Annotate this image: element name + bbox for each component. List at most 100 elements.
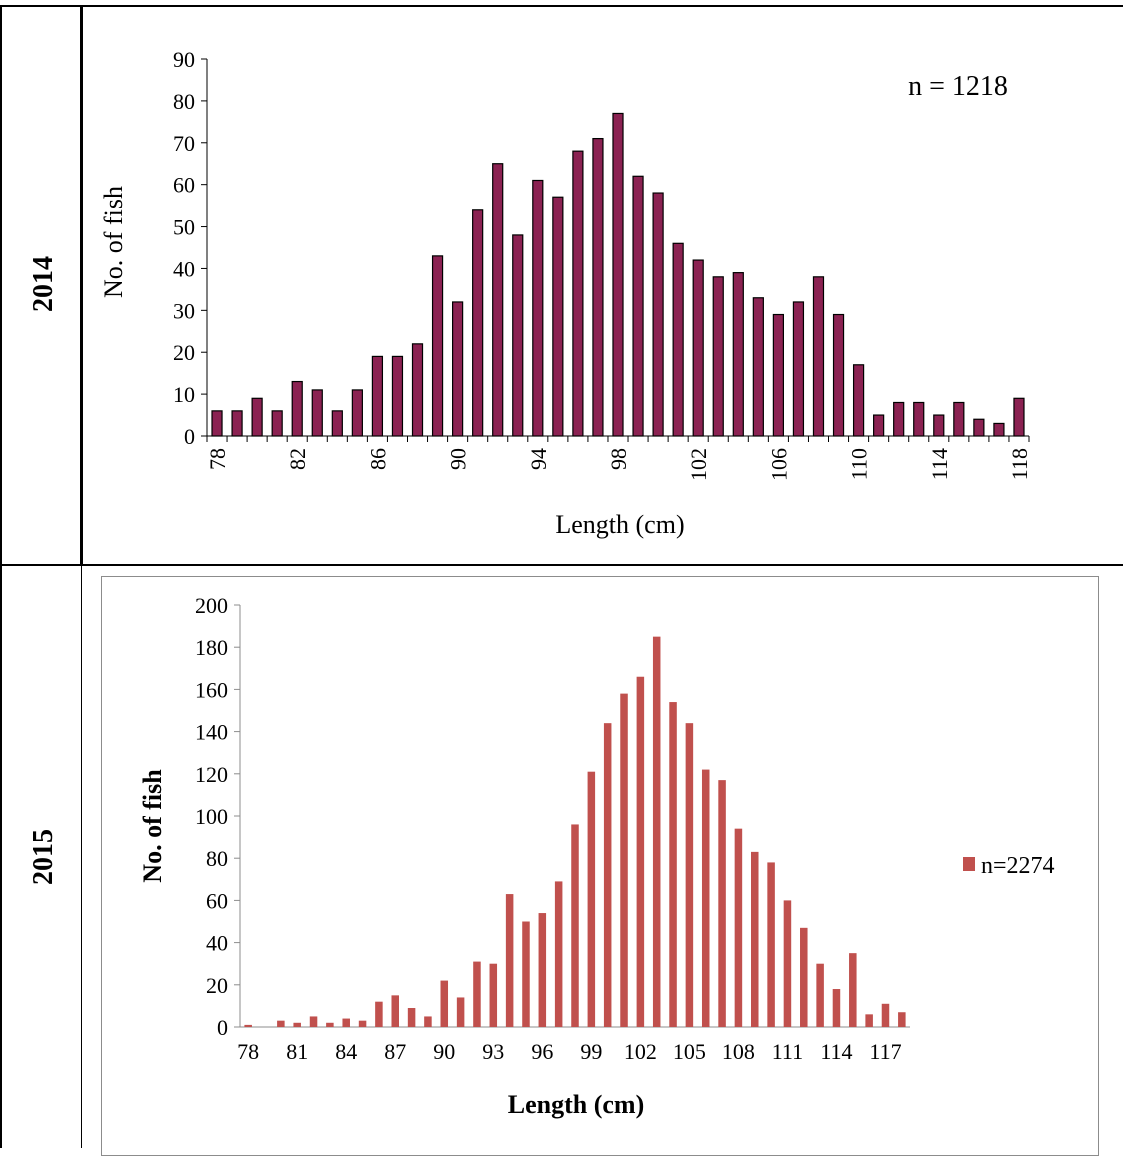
chart-2014-bar (532, 179, 544, 437)
chart-2014-bar (612, 112, 624, 437)
chart-2015-bar (326, 1022, 334, 1027)
chart-2015-x-tick-label: 90 (433, 1039, 455, 1064)
chart-2014-x-tick-label: 102 (686, 448, 711, 481)
chart-2015-x-tick-label: 99 (580, 1039, 602, 1064)
chart-2015-bar (669, 702, 677, 1027)
chart-2014-bar (772, 313, 785, 437)
chart-2015-bar (473, 961, 481, 1027)
chart-2014-bar (512, 234, 524, 437)
chart-2015-x-tick-label: 78 (237, 1039, 259, 1064)
chart-2014-bar (672, 242, 684, 437)
chart-2014-bar (732, 272, 744, 437)
chart-2015-bar (898, 1012, 906, 1027)
chart-2014-bar (913, 401, 925, 437)
chart-2014-x-tick-label: 94 (526, 448, 551, 470)
chart-2015-bar (293, 1022, 301, 1027)
chart-2014-x-tick-label: 90 (446, 448, 471, 470)
chart-2014-y-tick-label: 90 (173, 47, 195, 72)
chart-2014-bar (451, 301, 464, 437)
table-border-left (0, 5, 2, 1148)
table-column-divider-upper (80, 5, 83, 565)
chart-2014-bar (271, 410, 283, 437)
chart-2014-y-tick-label: 0 (184, 424, 195, 449)
chart-2015-y-tick-label: 180 (195, 635, 228, 660)
chart-2015-x-tick-label: 96 (531, 1039, 553, 1064)
chart-2015-bar (603, 723, 612, 1027)
chart-2015-bar (424, 1016, 432, 1027)
chart-2015-y-tick-label: 160 (195, 677, 228, 702)
chart-2015-x-tick-label: 84 (335, 1039, 357, 1064)
chart-2015-x-tick-label: 93 (482, 1039, 504, 1064)
chart-2015-bar (456, 997, 465, 1027)
chart-2014-y-tick-label: 40 (173, 256, 195, 281)
chart-2014-y-tick-label: 60 (173, 173, 195, 198)
chart-2014-bar (692, 259, 704, 437)
chart-2014-y-tick-label: 70 (173, 131, 195, 156)
chart-2015-bar (538, 913, 547, 1027)
chart-2014-bar (411, 343, 424, 437)
chart-2015-bar (685, 723, 694, 1027)
chart-2014-bar (592, 137, 604, 437)
chart-2014-bar (391, 355, 404, 437)
chart-2015-bar (522, 921, 530, 1027)
chart-2015-bar (391, 995, 400, 1027)
chart-2014-bar (351, 389, 363, 437)
chart-2014-x-tick-label: 114 (927, 448, 952, 480)
chart-2015-bar (277, 1020, 285, 1027)
chart-2014-y-axis-title: No. of fish (99, 186, 128, 298)
chart-2015-labels: 0 20 40 60 80 100 120 140 160 180 200 78 81 84 87 90 93 9… (195, 593, 902, 1064)
chart-2014-bar (572, 150, 584, 437)
chart-2014-bar (933, 414, 945, 437)
chart-2014-x-tick-label: 98 (606, 448, 631, 470)
chart-2014-x-axis-title: Length (cm) (555, 510, 684, 539)
chart-2015-bar (750, 851, 759, 1027)
chart-2014-bar (431, 255, 444, 437)
chart-2014-bar (492, 163, 504, 437)
chart-2015-y-tick-label: 120 (195, 762, 228, 787)
chart-2014-bar (1013, 397, 1025, 437)
chart-2015-bar (407, 1008, 416, 1027)
chart-2015-bar (816, 963, 824, 1027)
chart-2015-bar (244, 1024, 252, 1027)
chart-2015-bar (881, 1003, 890, 1027)
chart-2014-y-tick-label: 30 (173, 298, 195, 323)
chart-2014-annotation: n = 1218 (908, 71, 1008, 102)
chart-2015-bar (800, 927, 808, 1027)
chart-2014-labels: 0 10 20 30 40 50 60 70 80 90 78 82 86 90 94 98 102 106 110… (173, 47, 1032, 481)
chart-2015-bar (587, 771, 596, 1027)
chart-2014-bar (231, 410, 243, 437)
chart-2014-bar (251, 397, 263, 437)
chart-2014-bar (472, 209, 484, 437)
chart-2015-bars (244, 636, 906, 1027)
chart-2014-y-tick-label: 80 (173, 89, 195, 114)
chart-2014-x-tick-label: 82 (285, 448, 310, 470)
chart-2015-x-tick-label: 87 (384, 1039, 406, 1064)
chart-2015-bar (652, 636, 661, 1027)
chart-2014-y-tick-label: 20 (173, 340, 195, 365)
chart-2014-bars (211, 112, 1025, 437)
chart-2015-bar (865, 1014, 873, 1027)
chart-2015-x-tick-label: 105 (673, 1039, 706, 1064)
chart-2014-bar (632, 175, 644, 437)
chart-2014-bar (993, 422, 1005, 437)
chart-2015-x-tick-label: 114 (820, 1039, 852, 1064)
chart-2014-x-tick-label: 110 (847, 448, 872, 480)
chart-2015-bar (554, 881, 563, 1027)
chart-2015-bar (505, 894, 514, 1027)
chart-2014-y-tick-label: 10 (173, 382, 195, 407)
chart-2015-bar (734, 828, 743, 1027)
chart-2014-bar (953, 401, 965, 437)
chart-2014-bar (652, 192, 664, 437)
table-column-divider-lower (81, 566, 82, 1148)
chart-2014-bar (752, 297, 764, 437)
chart-2014-bar (371, 355, 384, 437)
chart-2014-bar (311, 389, 323, 437)
chart-2015-bar (783, 900, 792, 1027)
chart-2014-x-tick-label: 118 (1007, 448, 1032, 480)
chart-2015-bar (489, 963, 498, 1027)
chart-2015-x-axis-title: Length (cm) (508, 1090, 644, 1119)
chart-2015-bar (849, 953, 857, 1027)
